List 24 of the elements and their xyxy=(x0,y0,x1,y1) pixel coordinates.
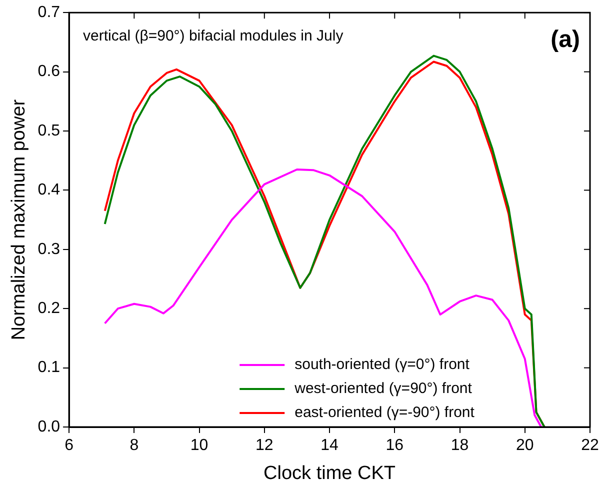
legend-label: east-oriented (γ=-90°) front xyxy=(294,404,476,422)
y-tick-label: 0.0 xyxy=(38,418,60,436)
x-tick-label: 18 xyxy=(450,437,469,454)
y-tick-label: 0.4 xyxy=(38,182,60,199)
x-axis-title: Clock time CKT xyxy=(264,462,396,484)
y-tick-label: 0.2 xyxy=(38,300,60,318)
y-axis-title: Normalized maximum power xyxy=(8,98,30,340)
x-tick-label: 8 xyxy=(130,437,139,454)
x-tick-label: 20 xyxy=(516,437,534,454)
y-tick-label: 0.7 xyxy=(38,4,60,22)
annotation: (a) xyxy=(550,26,580,54)
y-tick-label: 0.3 xyxy=(38,240,60,258)
legend-label: west-oriented (γ=90°) front xyxy=(294,380,473,398)
y-tick-label: 0.5 xyxy=(38,122,60,140)
x-tick-label: 6 xyxy=(64,437,74,454)
x-tick-label: 16 xyxy=(386,437,404,454)
x-tick-label: 22 xyxy=(581,437,599,454)
legend-label: south-oriented (γ=0°) front xyxy=(294,356,470,374)
x-tick-label: 10 xyxy=(190,437,208,454)
annotation: vertical (β=90°) bifacial modules in July xyxy=(83,28,344,45)
y-tick-label: 0.1 xyxy=(38,359,60,376)
y-tick-label: 0.6 xyxy=(38,63,60,80)
x-tick-label: 14 xyxy=(320,437,339,454)
x-tick-label: 12 xyxy=(256,437,274,454)
